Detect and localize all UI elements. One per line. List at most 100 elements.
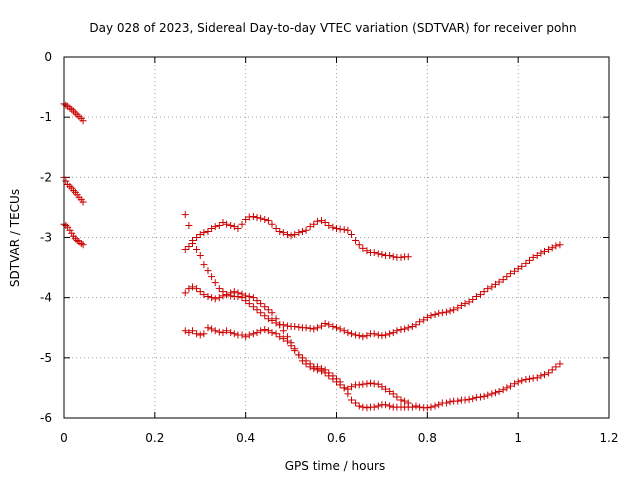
- data-point: [264, 315, 272, 323]
- data-point: [484, 285, 492, 293]
- data-point: [438, 309, 446, 317]
- data-point: [537, 249, 545, 257]
- data-point: [204, 227, 212, 235]
- data-point: [79, 117, 87, 125]
- data-point: [495, 388, 503, 396]
- data-point: [279, 229, 287, 237]
- data-point: [476, 393, 484, 401]
- data-point: [245, 213, 253, 221]
- data-point: [79, 198, 87, 206]
- data-point: [306, 360, 314, 368]
- data-point: [279, 327, 287, 335]
- data-point: [302, 226, 310, 234]
- data-point: [329, 323, 337, 331]
- data-point: [378, 332, 386, 340]
- data-point: [257, 214, 265, 222]
- data-point: [382, 385, 390, 393]
- data-point: [499, 276, 507, 284]
- y-tick-label: -4: [40, 291, 52, 305]
- data-point: [253, 297, 261, 305]
- data-point: [355, 332, 363, 340]
- data-point: [367, 379, 375, 387]
- data-point: [511, 267, 519, 275]
- data-point: [200, 261, 208, 269]
- data-point: [291, 347, 299, 355]
- data-point: [66, 104, 74, 112]
- y-axis-label: SDTVAR / TECUs: [8, 189, 22, 287]
- data-point: [62, 101, 70, 109]
- data-point: [397, 326, 405, 334]
- data-points: [60, 100, 564, 412]
- data-point: [200, 330, 208, 338]
- data-point: [185, 329, 193, 337]
- data-point: [325, 221, 333, 229]
- data-point: [427, 312, 435, 320]
- data-point: [283, 337, 291, 345]
- data-point: [249, 330, 257, 338]
- data-point: [234, 224, 242, 232]
- data-point: [352, 399, 360, 407]
- data-point: [476, 291, 484, 299]
- data-point: [261, 326, 269, 334]
- data-point: [344, 226, 352, 234]
- data-point: [374, 380, 382, 388]
- data-point: [253, 329, 261, 337]
- data-point: [329, 223, 337, 231]
- data-point: [340, 226, 348, 234]
- data-point: [211, 295, 219, 303]
- data-point: [412, 402, 420, 410]
- data-point: [230, 330, 238, 338]
- data-point: [189, 327, 197, 335]
- data-point: [333, 375, 340, 383]
- data-point: [552, 363, 560, 371]
- data-point: [73, 237, 81, 245]
- data-point: [230, 288, 238, 296]
- data-point: [313, 324, 321, 332]
- data-point: [363, 247, 371, 255]
- y-tick-label: -3: [40, 231, 52, 245]
- data-point: [465, 395, 473, 403]
- data-point: [261, 303, 269, 311]
- data-point: [73, 111, 81, 119]
- data-point: [503, 384, 511, 392]
- data-point: [412, 321, 420, 329]
- data-point: [529, 374, 537, 382]
- data-point: [211, 279, 219, 287]
- data-point: [386, 252, 394, 260]
- data-point: [223, 220, 231, 228]
- data-point: [420, 316, 428, 324]
- axis-ticks: 0 0.2 0.4 0.6 0.8 1 1.2 0 -1 -2 -3 -4 -5 -6: [40, 50, 619, 445]
- data-point: [340, 327, 348, 335]
- data-point: [514, 265, 522, 273]
- data-point: [480, 392, 488, 400]
- data-point: [215, 294, 223, 302]
- data-point: [397, 396, 405, 404]
- data-point: [211, 327, 219, 335]
- data-point: [193, 246, 201, 254]
- plot-frame: [63, 56, 610, 419]
- data-point: [219, 218, 227, 226]
- data-point: [318, 217, 326, 225]
- data-point: [465, 298, 473, 306]
- data-point: [336, 225, 344, 233]
- data-point: [238, 331, 246, 339]
- data-point: [499, 386, 507, 394]
- data-point: [264, 217, 272, 225]
- data-point: [215, 221, 223, 229]
- data-point: [370, 403, 378, 411]
- x-tick-label: 1.2: [599, 431, 618, 445]
- data-point: [329, 372, 337, 380]
- data-point: [461, 300, 469, 308]
- data-point: [310, 325, 318, 333]
- data-point: [480, 288, 488, 296]
- data-point: [522, 375, 530, 383]
- data-point: [291, 323, 299, 331]
- x-tick-label: 0.8: [418, 431, 437, 445]
- data-point: [223, 291, 231, 299]
- data-point: [408, 323, 416, 331]
- data-point: [442, 399, 450, 407]
- data-point: [196, 331, 204, 339]
- data-point: [66, 226, 74, 234]
- data-point: [227, 289, 235, 297]
- data-point: [253, 214, 261, 222]
